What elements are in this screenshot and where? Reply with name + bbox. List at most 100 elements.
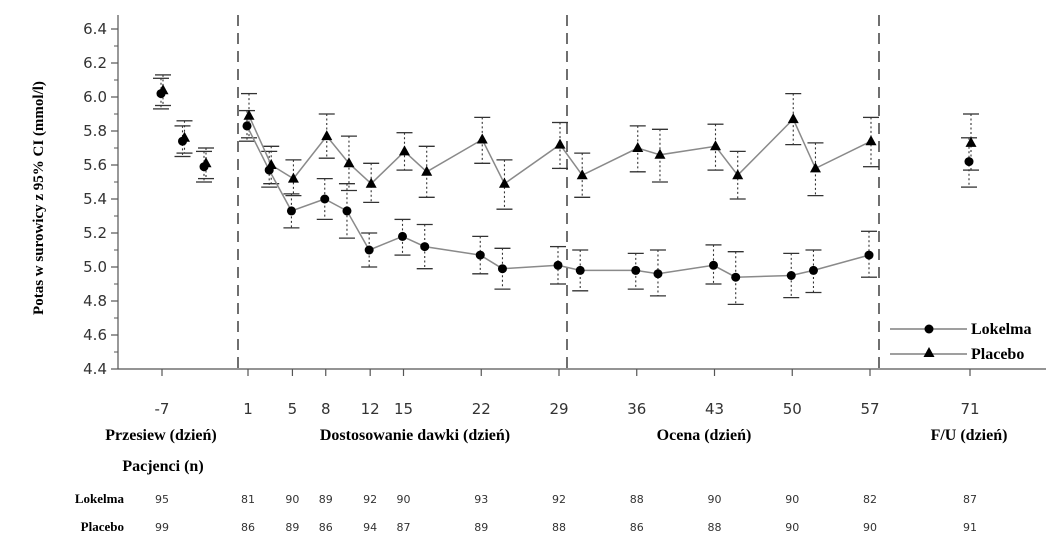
patient-count-placebo: 90 [785,521,799,534]
data-point-lokelma [575,265,585,275]
data-point-lokelma [342,206,352,216]
y-tick-label: 5.0 [83,258,107,276]
error-bars [153,74,979,306]
x-tick-label: 36 [627,400,646,418]
data-point-lokelma [731,272,741,282]
legend: Lokelma Placebo [890,321,1031,363]
x-tick-label: 29 [549,400,568,418]
x-tick-label: 5 [288,400,298,418]
data-point-lokelma [497,264,507,274]
data-point-placebo [265,159,277,169]
y-tick-label: 5.6 [83,156,107,174]
y-tick-label: 4.6 [83,326,107,344]
data-point-placebo [787,113,799,124]
data-point-lokelma [864,250,874,260]
x-tick-label: 50 [783,400,802,418]
data-point-lokelma [553,260,563,270]
patient-count-lokelma: 92 [363,493,377,506]
patient-count-placebo: 89 [474,521,488,534]
x-tick-label: 12 [361,400,380,418]
x-tick-label: 71 [960,400,979,418]
y-tick-label: 6.0 [83,88,107,106]
y-axis-label: Potas w surowicy z 95% CI (mmol/l) [31,81,47,315]
data-point-lokelma [364,245,374,255]
data-point-placebo [632,142,644,152]
series-lines [246,115,872,278]
data-point-placebo [965,136,977,147]
patients-row-label-placebo: Placebo [81,519,124,534]
data-point-placebo [365,177,377,188]
patient-count-lokelma: 90 [397,493,411,506]
patients-row-label-lokelma: Lokelma [75,491,125,506]
phase-label-followup: F/U (dzień) [931,427,1008,444]
phase-label-evaluation: Ocena (dzień) [657,427,752,444]
data-point-placebo [576,169,588,180]
y-tick-label: 5.4 [83,190,107,208]
data-point-placebo [157,84,169,95]
data-point-placebo [710,140,721,151]
patient-count-lokelma: 89 [319,493,333,506]
x-tick-label: 22 [472,400,491,418]
patient-count-lokelma: 88 [630,493,644,506]
patient-count-placebo: 86 [630,521,644,534]
data-point-placebo [287,172,299,183]
phase-label-screening: Przesiew (dzień) [105,427,217,444]
data-point-lokelma [653,269,663,279]
patient-count-placebo: 99 [155,521,169,534]
x-tick-label: -7 [155,400,170,418]
patients-title: Pacjenci (n) [122,458,203,475]
y-tick-label: 5.8 [83,122,107,140]
patient-count-placebo: 90 [863,521,877,534]
data-point-placebo [809,162,821,173]
data-point-placebo [243,109,255,120]
patient-count-placebo: 86 [319,521,333,534]
data-point-placebo [179,131,190,142]
data-point-placebo [732,169,744,180]
data-point-placebo [498,177,510,188]
x-tick-label: 8 [321,400,331,418]
y-tick-label: 4.4 [83,360,107,378]
data-point-placebo [476,133,488,144]
data-point-placebo [200,157,212,168]
x-tick-label: 43 [705,400,724,418]
patient-count-placebo: 88 [708,521,722,534]
legend-marker-placebo [923,347,935,357]
legend-label-lokelma: Lokelma [971,321,1031,338]
data-point-lokelma [242,121,252,131]
data-point-lokelma [420,242,430,252]
patient-count-lokelma: 90 [708,493,722,506]
data-point-lokelma [320,194,330,204]
data-point-lokelma [786,271,796,280]
patient-count-lokelma: 95 [155,493,169,506]
patient-count-lokelma: 90 [285,493,299,506]
x-tick-label: 1 [243,400,253,418]
data-point-placebo [654,148,666,159]
data-point-lokelma [398,231,407,241]
patient-count-lokelma: 87 [963,493,977,506]
x-tick-label: 57 [860,400,879,418]
patient-count-lokelma: 82 [863,493,877,506]
x-tick-label: 15 [394,400,413,418]
data-point-placebo [321,130,333,141]
legend-label-placebo: Placebo [971,346,1024,363]
y-tick-label: 4.8 [83,292,107,310]
patient-count-placebo: 89 [285,521,299,534]
data-point-placebo [343,157,355,168]
patient-count-placebo: 94 [363,521,377,534]
phase-dividers [237,15,880,369]
patient-count-lokelma: 90 [785,493,799,506]
data-point-lokelma [808,265,818,275]
data-point-placebo [865,135,877,146]
data-point-lokelma [286,206,296,216]
data-point-placebo [421,165,433,176]
patient-count-lokelma: 92 [552,493,566,506]
data-point-placebo [554,138,566,149]
series-markers [156,84,977,282]
y-tick-label: 6.4 [83,20,107,38]
data-point-lokelma [631,265,641,275]
y-tick-label: 6.2 [83,54,107,72]
data-point-placebo [399,145,410,156]
patient-count-lokelma: 81 [241,493,255,506]
data-point-lokelma [475,250,485,260]
